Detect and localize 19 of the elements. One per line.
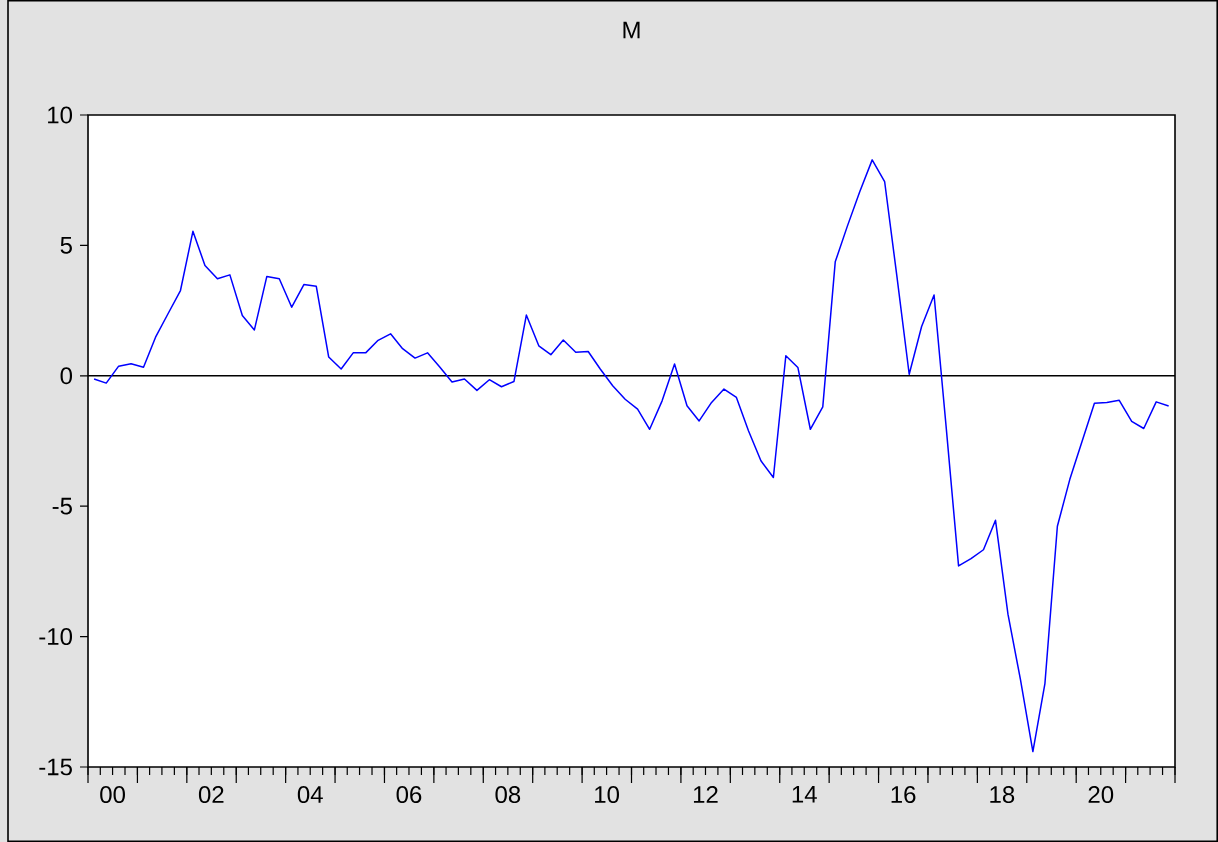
x-tick-label: 00	[100, 786, 125, 804]
y-tick-label: 5	[60, 237, 72, 254]
x-tick-label: 16	[891, 786, 916, 804]
x-tick-label: 02	[198, 786, 224, 804]
line-series	[93, 159, 1170, 753]
x-tick-label: 18	[990, 786, 1015, 804]
x-tick-label: 20	[1088, 786, 1114, 804]
y-tick-label: 10	[48, 106, 73, 124]
chart-title: M	[623, 21, 640, 39]
x-tick-label: 12	[693, 786, 718, 803]
x-tick-label: 06	[396, 786, 422, 804]
y-tick-label: -5	[52, 497, 72, 515]
x-tick-label: 08	[495, 786, 521, 804]
y-tick-label: 0	[60, 367, 73, 385]
x-tick-label: 10	[595, 786, 620, 804]
y-tick-label: -15	[39, 758, 72, 776]
y-tick-label: -10	[39, 628, 73, 646]
x-tick-label: 04	[297, 786, 323, 804]
x-tick-label: 14	[792, 786, 817, 803]
